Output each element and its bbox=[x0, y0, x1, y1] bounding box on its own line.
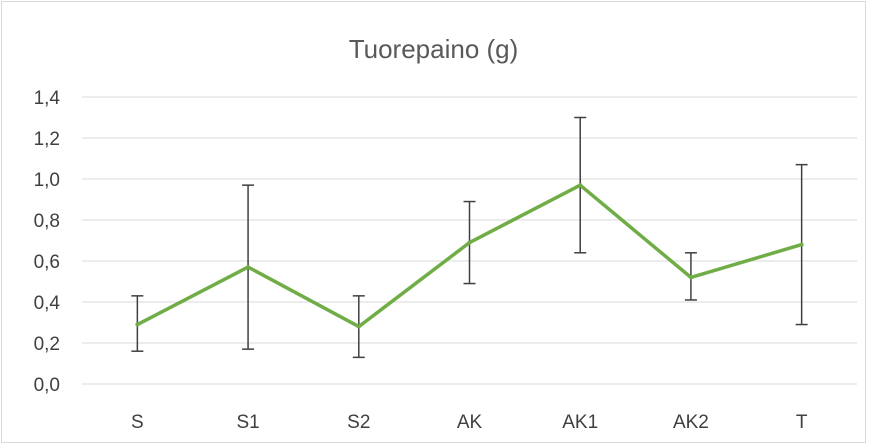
y-tick-label: 0,8 bbox=[34, 211, 60, 232]
y-tick-label: 0,4 bbox=[34, 293, 61, 314]
x-tick-label: S2 bbox=[347, 412, 370, 433]
y-tick-label: 1,4 bbox=[34, 88, 61, 109]
data-point bbox=[578, 183, 583, 188]
x-tick-label: AK1 bbox=[562, 412, 598, 433]
data-point bbox=[467, 240, 472, 245]
y-tick-label: 1,2 bbox=[34, 129, 60, 150]
x-tick-label: AK bbox=[457, 412, 483, 433]
y-tick-label: 1,0 bbox=[34, 170, 60, 191]
x-axis-ticks: S S1 S2 AK AK1 AK2 T bbox=[131, 412, 808, 433]
chart-title: Tuorepaino (g) bbox=[348, 34, 519, 64]
x-tick-label: AK2 bbox=[673, 412, 709, 433]
x-tick-label: S1 bbox=[236, 412, 259, 433]
y-tick-label: 0,2 bbox=[34, 334, 60, 355]
data-point bbox=[356, 324, 361, 329]
data-point bbox=[135, 322, 140, 327]
x-tick-label: S bbox=[131, 412, 144, 433]
y-tick-label: 0,6 bbox=[34, 252, 60, 273]
data-point bbox=[799, 242, 804, 247]
data-point bbox=[246, 265, 251, 270]
x-tick-label: T bbox=[796, 412, 808, 433]
gridlines bbox=[82, 96, 857, 385]
y-tick-label: 0,0 bbox=[34, 375, 60, 396]
y-axis-ticks: 0,0 0,2 0,4 0,6 0,8 1,0 1,2 1,4 bbox=[34, 88, 61, 396]
data-point bbox=[688, 275, 693, 280]
error-bars bbox=[131, 116, 808, 359]
series-layer bbox=[135, 183, 804, 329]
